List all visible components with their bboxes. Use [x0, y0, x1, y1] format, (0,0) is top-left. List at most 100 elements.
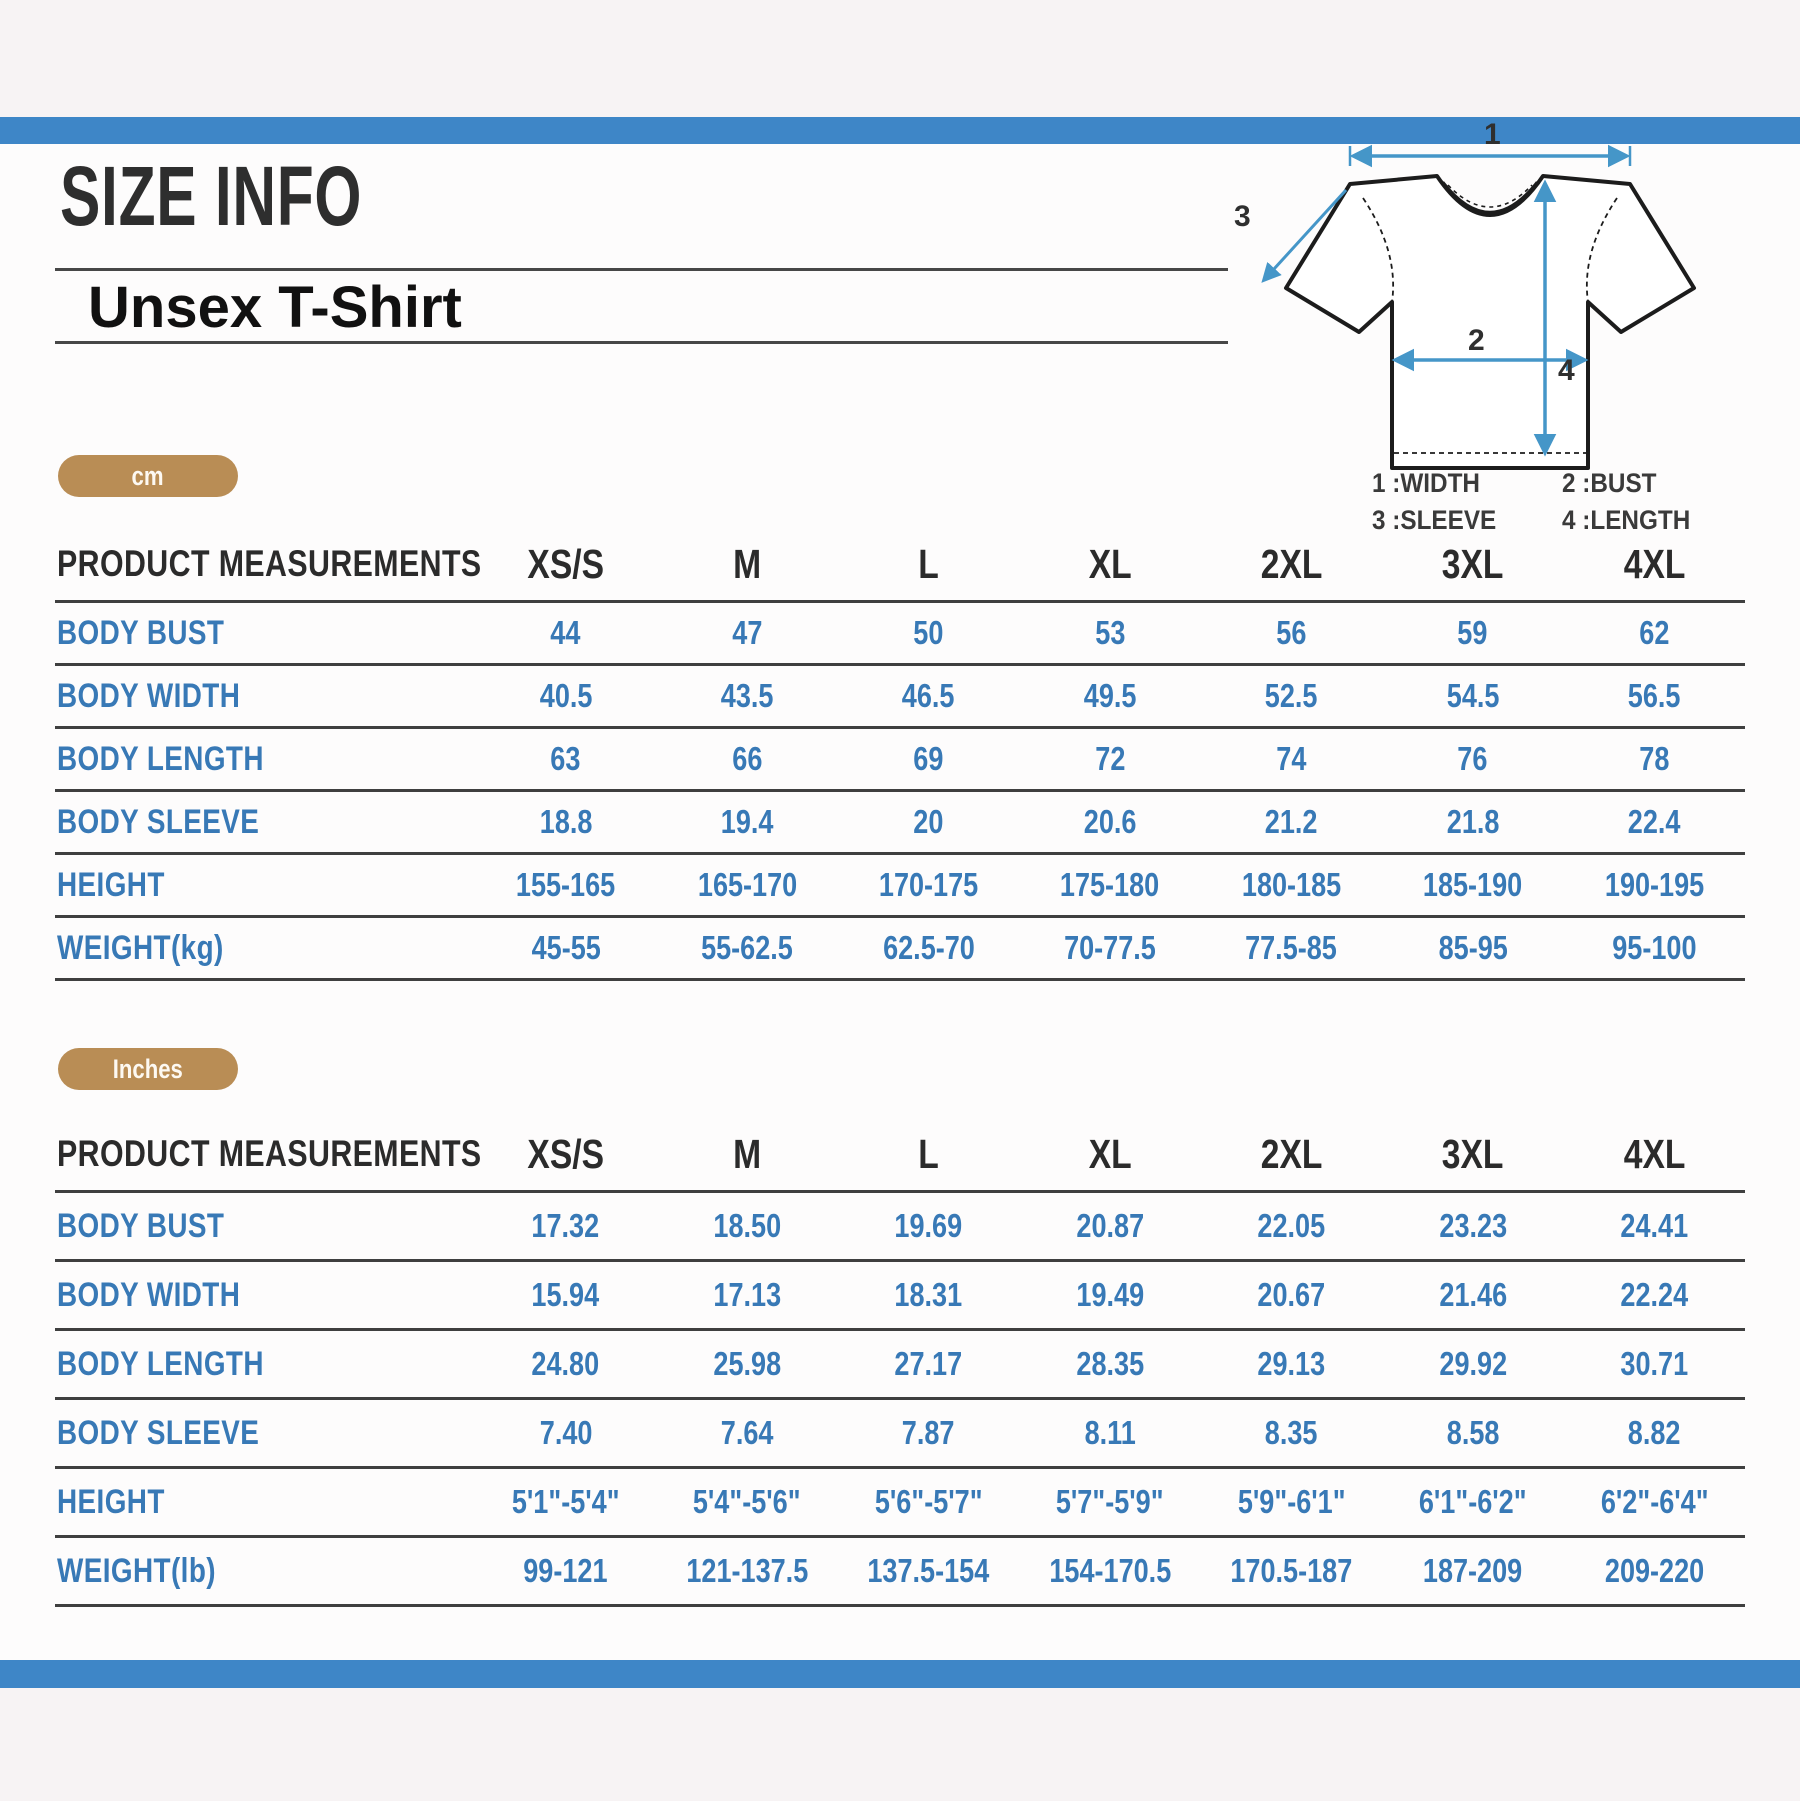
- column-header-size: 2XL: [1201, 541, 1382, 588]
- measurement-value-text: 5'6"-5'7": [874, 1483, 983, 1520]
- measurement-value-text: 18.50: [713, 1207, 781, 1244]
- measurement-label-text: BODY WIDTH: [57, 1275, 241, 1314]
- measurement-value-text: 50: [913, 614, 944, 651]
- measurement-value-text: 137.5-154: [867, 1552, 990, 1589]
- measurement-value-text: 5'4"-5'6": [693, 1483, 802, 1520]
- table-row: HEIGHT 155-165 165-170 170-175 175-180 180-18…: [55, 855, 1745, 918]
- measurement-value: 70-77.5: [1019, 929, 1200, 967]
- column-header-size-text: M: [733, 1130, 762, 1177]
- measurement-value-text: 46.5: [902, 677, 955, 714]
- measurement-value: 77.5-85: [1201, 929, 1382, 967]
- measurement-value: 15.94: [475, 1276, 656, 1314]
- page-title: SIZE INFO: [60, 149, 363, 243]
- legend-item-text: 3 :SLEEVE: [1372, 505, 1497, 535]
- top-accent-bar: [0, 117, 1800, 144]
- measurement-value-text: 8.82: [1627, 1414, 1681, 1451]
- product-name: Unsex T-Shirt: [88, 275, 462, 340]
- measurement-value: 18.31: [838, 1276, 1019, 1314]
- measurement-label: BODY BUST: [55, 1207, 475, 1246]
- measurement-label: BODY BUST: [55, 614, 475, 653]
- measurement-value: 45-55: [475, 929, 656, 967]
- measurement-value: 19.69: [838, 1207, 1019, 1245]
- measurement-value: 5'7"-5'9": [1019, 1483, 1200, 1521]
- column-header-size-text: L: [918, 1130, 939, 1177]
- measurement-label: BODY SLEEVE: [55, 803, 475, 842]
- measurement-value-text: 74: [1276, 740, 1307, 777]
- measurement-label-text: BODY BUST: [57, 613, 225, 652]
- measurement-value-text: 19.49: [1076, 1276, 1144, 1313]
- measurement-value: 85-95: [1382, 929, 1563, 967]
- measurement-value: 95-100: [1564, 929, 1745, 967]
- measurement-value-text: 175-180: [1060, 866, 1160, 903]
- table-row: BODY BUST 44 47 50 53 56 59 62: [55, 603, 1745, 666]
- arrow-label-3: 3: [1234, 200, 1251, 233]
- measurement-value-text: 54.5: [1446, 677, 1500, 714]
- measurement-value: 25.98: [656, 1345, 837, 1383]
- measurement-value: 170-175: [838, 866, 1019, 904]
- collar-stitch: [1447, 184, 1533, 208]
- measurement-label-text: BODY LENGTH: [57, 1344, 264, 1383]
- measurement-value-text: 28.35: [1076, 1345, 1144, 1382]
- measurement-value-text: 30.71: [1620, 1345, 1689, 1382]
- table-row: HEIGHT 5'1"-5'4" 5'4"-5'6" 5'6"-5'7" 5'7"-5'…: [55, 1469, 1745, 1538]
- measurement-value-text: 19.69: [894, 1207, 963, 1244]
- legend-item: 2 :BUST: [1562, 468, 1705, 499]
- measurement-value: 44: [475, 614, 656, 652]
- measurement-value-text: 7.87: [902, 1414, 955, 1451]
- column-header-size-text: XL: [1088, 540, 1132, 587]
- measurement-value-text: 52.5: [1265, 677, 1318, 714]
- column-header-product-measurements: PRODUCT MEASUREMENTS: [55, 543, 481, 585]
- measurement-value-text: 70-77.5: [1064, 929, 1156, 966]
- column-header-size: XL: [1019, 1131, 1200, 1178]
- measurement-value-text: 187-209: [1423, 1552, 1523, 1589]
- measurement-value-text: 63: [550, 740, 581, 777]
- unit-badge-inches: Inches: [58, 1048, 238, 1090]
- measurement-label: HEIGHT: [55, 866, 475, 905]
- measurement-value: 22.05: [1201, 1207, 1382, 1245]
- measurement-value: 5'9"-6'1": [1201, 1483, 1382, 1521]
- measurement-value: 190-195: [1564, 866, 1745, 904]
- column-header-size-text: 2XL: [1260, 1130, 1323, 1177]
- measurement-value: 187-209: [1382, 1552, 1563, 1590]
- legend-item-text: 1 :WIDTH: [1372, 468, 1480, 498]
- measurement-value-text: 27.17: [894, 1345, 963, 1382]
- measurement-value: 20.87: [1019, 1207, 1200, 1245]
- measurement-value-text: 209-220: [1604, 1552, 1704, 1589]
- measurement-value-text: 23.23: [1438, 1207, 1507, 1244]
- measurement-value-text: 25.98: [713, 1345, 781, 1382]
- column-header-size: M: [656, 1131, 837, 1178]
- measurement-value-text: 56: [1276, 614, 1307, 651]
- measurement-value: 29.92: [1382, 1345, 1563, 1383]
- legend-item: 1 :WIDTH: [1372, 468, 1562, 499]
- measurement-value-text: 18.31: [894, 1276, 963, 1313]
- measurement-value-text: 8.35: [1265, 1414, 1318, 1451]
- column-header-size: 2XL: [1201, 1131, 1382, 1178]
- measurement-value-text: 29.13: [1257, 1345, 1326, 1382]
- measurement-label-text: HEIGHT: [57, 1482, 165, 1521]
- right-sleeve-seam: [1585, 197, 1618, 303]
- measurement-value: 165-170: [656, 866, 837, 904]
- column-header-size-text: XS/S: [527, 1130, 605, 1177]
- measurement-value: 72: [1019, 740, 1200, 778]
- measurement-value: 20.67: [1201, 1276, 1382, 1314]
- measurement-value-text: 53: [1094, 614, 1126, 651]
- title-divider-top: [55, 268, 1228, 271]
- measurement-value-text: 20.87: [1076, 1207, 1144, 1244]
- measurement-value: 74: [1201, 740, 1382, 778]
- size-table-inches: PRODUCT MEASUREMENTS XS/S M L XL 2XL 3XL 4XL BOD…: [55, 1118, 1745, 1607]
- measurement-value-text: 190-195: [1604, 866, 1704, 903]
- measurement-label-text: WEIGHT(kg): [57, 928, 224, 967]
- table-row: BODY WIDTH 15.94 17.13 18.31 19.49 20.67 21.46…: [55, 1262, 1745, 1331]
- measurement-value-text: 185-190: [1423, 866, 1523, 903]
- measurement-value-text: 62: [1639, 614, 1670, 651]
- measurement-value: 19.4: [656, 803, 837, 841]
- measurement-label: WEIGHT(lb): [55, 1552, 475, 1591]
- measurement-value: 66: [656, 740, 837, 778]
- measurement-value-text: 170.5-187: [1230, 1552, 1353, 1589]
- tshirt-diagram: 1 2 3 4: [1234, 122, 1696, 470]
- measurement-value: 154-170.5: [1019, 1552, 1200, 1590]
- column-header-size-text: 3XL: [1442, 1130, 1504, 1177]
- column-header-size: M: [656, 541, 837, 588]
- column-header-size-text: XL: [1088, 1130, 1132, 1177]
- measurement-value: 46.5: [838, 677, 1019, 715]
